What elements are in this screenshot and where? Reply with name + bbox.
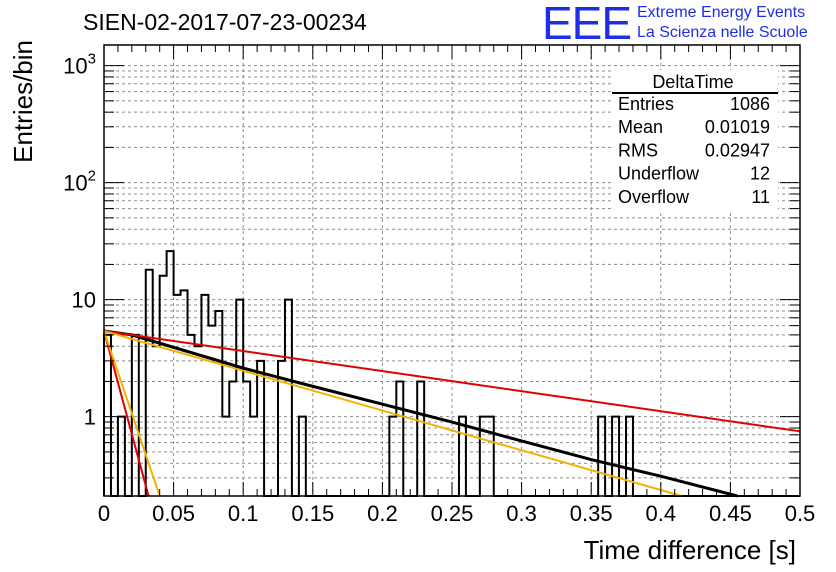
x-tick-label: 0.35 <box>570 501 613 526</box>
stats-label: Overflow <box>618 187 690 207</box>
stats-value: 1086 <box>730 94 770 114</box>
stats-value: 0.01019 <box>705 117 770 137</box>
fit-line <box>103 329 801 433</box>
y-tick-label: 102 <box>63 168 96 196</box>
y-tick-label: 1 <box>84 405 96 430</box>
logo-subtitle-line1: Extreme Energy Events <box>637 4 806 21</box>
y-tick-label-base: 10 <box>63 54 87 79</box>
y-tick-label-base: 1 <box>84 405 96 430</box>
stats-label: RMS <box>618 140 658 160</box>
y-tick-label: 10 <box>72 288 96 313</box>
stats-value: 0.02947 <box>705 140 770 160</box>
fit-line <box>103 330 682 497</box>
fit-line <box>103 329 738 498</box>
y-tick-label-exponent: 3 <box>88 51 96 68</box>
y-tick-label-base: 10 <box>72 288 96 313</box>
x-tick-label: 0.45 <box>709 501 752 526</box>
x-tick-label: 0.15 <box>291 501 334 526</box>
x-tick-label: 0.5 <box>785 501 816 526</box>
x-tick-label: 0.05 <box>152 501 195 526</box>
fit-line <box>103 330 150 497</box>
x-tick-label: 0 <box>98 501 110 526</box>
y-tick-label-exponent: 2 <box>88 168 96 185</box>
stats-label: Entries <box>618 94 674 114</box>
logo-letters: EEE <box>542 0 632 49</box>
y-tick-label: 103 <box>63 51 96 79</box>
y-tick-label-base: 10 <box>63 171 87 196</box>
x-tick-label: 0.2 <box>367 501 398 526</box>
y-axis-title: Entries/bin <box>8 40 38 163</box>
page-title: SIEN-02-2017-07-23-00234 <box>83 9 367 35</box>
logo-subtitle-line2: La Scienza nelle Scuole <box>637 24 808 41</box>
eee-logo: EEE Extreme Energy Events La Scienza nel… <box>542 0 836 49</box>
stats-label: Mean <box>618 117 663 137</box>
x-axis-title: Time difference [s] <box>584 535 796 565</box>
fit-line <box>103 330 161 497</box>
x-tick-label: 0.25 <box>431 501 474 526</box>
stats-label: Underflow <box>618 164 700 184</box>
stats-name: DeltaTime <box>652 72 733 92</box>
x-tick-label: 0.4 <box>646 501 677 526</box>
x-tick-label: 0.3 <box>506 501 537 526</box>
stats-value: 12 <box>750 164 770 184</box>
stats-value: 11 <box>751 187 770 207</box>
x-tick-label: 0.1 <box>228 501 259 526</box>
